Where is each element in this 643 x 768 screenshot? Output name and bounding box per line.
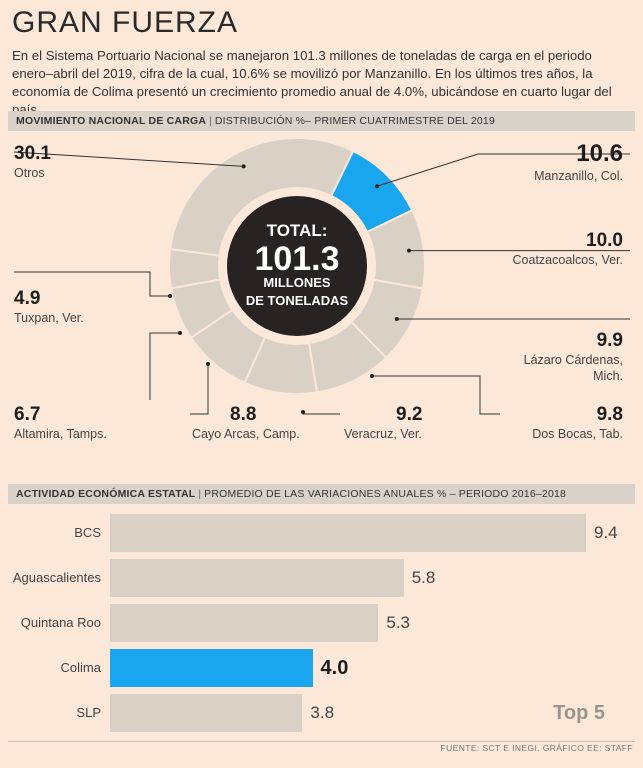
slice-value: 4.9 [14, 288, 41, 309]
bar-value-label: 9.4 [594, 523, 618, 542]
bar [110, 514, 586, 552]
slice-value: 10.6 [576, 140, 623, 167]
slice-label-tuxpan: 4.9 Tuxpan, Ver. [14, 288, 84, 326]
section-title: ACTIVIDAD ECONÓMICA ESTATAL [16, 488, 196, 500]
bar-category-label: SLP [76, 705, 101, 720]
bar-row: Quintana Roo 5.3 [0, 604, 643, 642]
leader-line [376, 153, 630, 187]
bar-value-label: 3.8 [310, 703, 335, 722]
leader-dot [178, 331, 182, 335]
leader-line [14, 271, 170, 297]
leader-dot [241, 164, 246, 169]
bar-category-label: Aguascalientes [12, 570, 101, 585]
page-title: GRAN FUERZA [12, 6, 239, 39]
slice-label-otros: 30.1 Otros [14, 143, 51, 181]
section-header-actividad: ACTIVIDAD ECONÓMICA ESTATAL | PROMEDIO DE … [8, 484, 635, 504]
slice-name: Coatzacoalcos, Ver. [512, 253, 623, 267]
donut-slice-otros [169, 137, 355, 257]
slice-value: 30.1 [14, 143, 51, 164]
leader-line [302, 412, 340, 415]
section-title: MOVIMIENTO NACIONAL DE CARGA [16, 115, 207, 127]
leader-dot [406, 248, 411, 253]
donut-center [227, 196, 367, 336]
bar [110, 559, 404, 597]
leader-line [190, 364, 209, 415]
bar-chart: BCS 9.4 Aguascalientes 5.8 Quintana Roo 5.3 Co… [0, 505, 643, 740]
slice-value: 10.0 [586, 230, 623, 251]
leader-line [372, 375, 500, 415]
slice-value: 8.8 [230, 404, 257, 425]
section-header-carga: MOVIMIENTO NACIONAL DE CARGA | DISTRIBUCIÓ… [8, 111, 635, 131]
section-separator: | [209, 115, 212, 127]
leader-line [13, 151, 244, 167]
slice-name: Manzanillo, Col. [534, 169, 623, 183]
donut-chart: TOTAL: 101.3 MILLONES DE TONELADAS [13, 137, 630, 415]
section-subtitle: PROMEDIO DE LAS VARIACIONES ANUALES % – … [204, 488, 567, 500]
slice-name: Tuxpan, Ver. [14, 311, 84, 325]
bar-row: Aguascalientes 5.8 [0, 559, 643, 597]
bar [110, 604, 379, 642]
slice-label-dos-bocas: 9.8 Dos Bocas, Tab. [532, 404, 623, 442]
slice-value: 9.8 [596, 404, 623, 425]
slice-label-veracruz: 9.2 Veracruz, Ver. [344, 404, 422, 442]
center-unit-line1: MILLONES [263, 275, 330, 290]
leader-dot [375, 184, 380, 189]
section-separator: | [198, 488, 202, 500]
top5-label: Top 5 [553, 702, 605, 724]
leader-dot [370, 374, 374, 378]
bar-row: Colima 4.0 [0, 649, 643, 687]
slice-name: Dos Bocas, Tab. [532, 427, 623, 441]
bar-category-label: BCS [74, 525, 101, 540]
section-subtitle: DISTRIBUCIÓN %– PRIMER CUATRIMESTRE DEL … [214, 115, 495, 127]
slice-name: Lázaro Cárdenas, Mich. [523, 353, 623, 383]
bar-row: BCS 9.4 [0, 514, 643, 552]
slice-value: 9.9 [596, 330, 623, 351]
slice-label-manzanillo: 10.6 Manzanillo, Col. [534, 140, 623, 184]
bar-value-label: 5.8 [411, 568, 436, 587]
center-total-value: 101.3 [254, 240, 339, 278]
intro-text: En el Sistema Portuario Nacional se mane… [12, 48, 612, 117]
slice-name: Otros [14, 166, 45, 180]
slice-name: Altamira, Tamps. [14, 427, 107, 441]
leader-dot [301, 410, 305, 414]
center-total-label: TOTAL: [267, 221, 328, 240]
leader-dot [206, 362, 210, 366]
bar-value-label: 5.3 [386, 613, 411, 632]
slice-label-cayo-arcas: 8.8 Cayo Arcas, Camp. [192, 404, 300, 442]
source-credit: FUENTE: SCT E INEGI. GRÁFICO EE: STAFF [440, 743, 633, 753]
slice-label-lazaro-cardenas: 9.9 Lázaro Cárdenas, Mich. [513, 330, 623, 384]
leader-dot [394, 317, 399, 322]
leader-line [149, 332, 180, 400]
bar-category-label: Colima [60, 660, 101, 675]
slice-name: Veracruz, Ver. [344, 427, 422, 441]
slice-label-coatzacoalcos: 10.0 Coatzacoalcos, Ver. [503, 230, 623, 268]
leader-dot [168, 294, 172, 298]
bar [110, 649, 313, 687]
slice-label-altamira: 6.7 Altamira, Tamps. [14, 404, 107, 442]
slice-value: 9.2 [396, 404, 423, 425]
bar [110, 694, 303, 732]
bar-category-label: Quintana Roo [20, 615, 101, 630]
slice-name: Cayo Arcas, Camp. [192, 427, 300, 441]
slice-value: 6.7 [14, 404, 41, 425]
center-unit-line2: DE TONELADAS [246, 293, 349, 308]
bar-row: SLP 3.8 [0, 694, 643, 732]
footer-divider [8, 741, 635, 742]
bar-value-label: 4.0 [320, 657, 349, 679]
